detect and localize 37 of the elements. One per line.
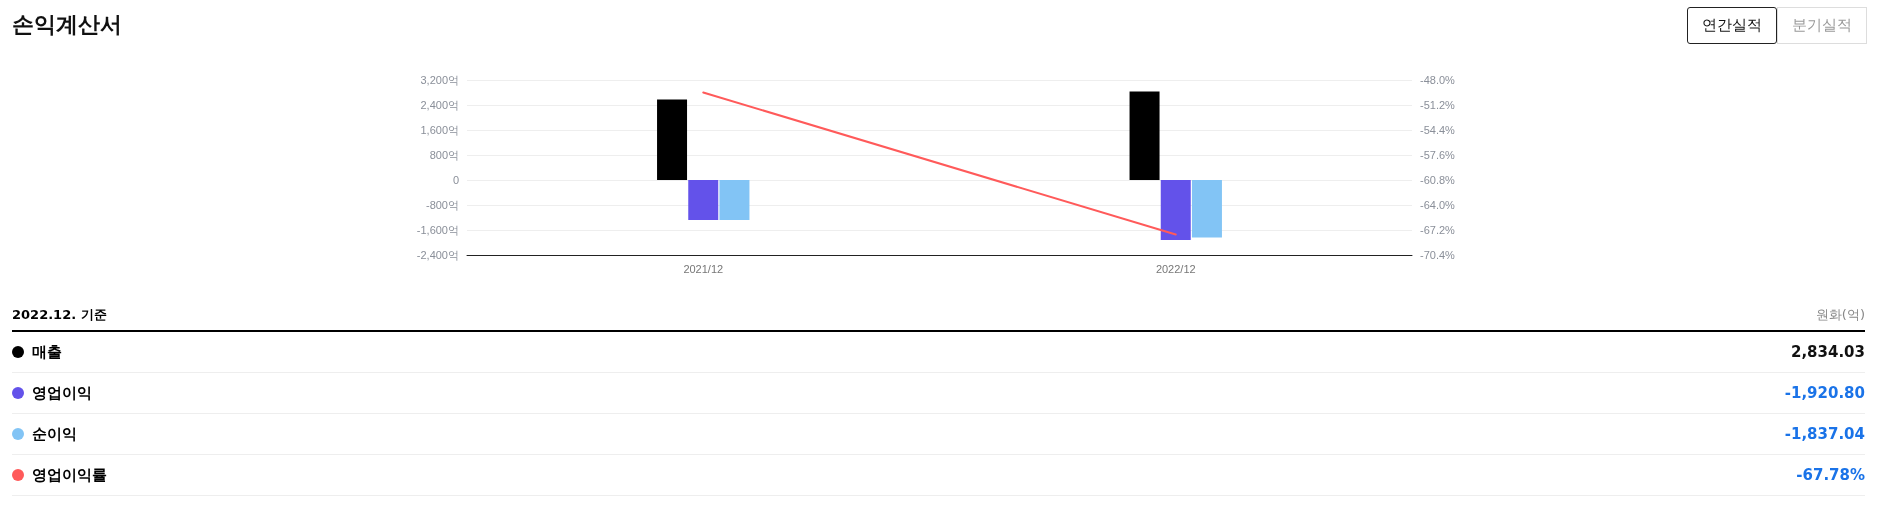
text: -67.78% <box>1796 466 1865 484</box>
y2-tick-label: -51.2% <box>1420 99 1456 111</box>
x-tick-label: 2022/12 <box>1155 262 1196 275</box>
y2-tick-label: -64.0% <box>1420 199 1456 211</box>
y2-tick-label: -70.4% <box>1420 249 1456 261</box>
text: 2,834.03 <box>1790 343 1865 361</box>
legend-label: 영업이익 <box>31 383 92 403</box>
y-tick-label: -1,600억 <box>416 224 459 236</box>
bar <box>1160 180 1191 241</box>
legend-label: 순이익 <box>31 424 77 444</box>
y-tick-label: 1,600억 <box>420 124 459 136</box>
bar <box>1191 180 1222 238</box>
bar <box>657 99 688 180</box>
y-tick-label: 0 <box>452 174 459 186</box>
y2-tick-label: -67.2% <box>1420 224 1456 236</box>
legend-label: 매출 <box>31 342 62 362</box>
toggle-button: 분기실적 <box>1777 7 1867 44</box>
y-tick-label: 3,200억 <box>420 74 459 86</box>
y-tick-label: -2,400억 <box>416 249 459 261</box>
bar <box>688 180 719 220</box>
legend-label: 영업이익률 <box>31 465 107 485</box>
y-tick-label: -800억 <box>425 199 459 211</box>
y2-tick-label: -60.8% <box>1420 174 1456 186</box>
y-tick-label: 800억 <box>429 149 459 161</box>
text: 손익계산서 <box>12 11 122 39</box>
toggle-button: 연간실적 <box>1687 7 1777 44</box>
y-tick-label: 2,400억 <box>420 99 459 111</box>
text: -1,837.04 <box>1784 425 1865 443</box>
y2-tick-label: -57.6% <box>1420 149 1456 161</box>
text: -1,920.80 <box>1784 384 1865 402</box>
bar <box>719 180 750 220</box>
y2-tick-label: -48.0% <box>1420 74 1456 86</box>
y2-tick-label: -54.4% <box>1420 124 1456 136</box>
text: 2022.12. 기준 <box>12 306 107 324</box>
x-tick-label: 2021/12 <box>683 262 724 275</box>
text: 원화(억) <box>1815 306 1865 324</box>
bar <box>1129 91 1160 180</box>
